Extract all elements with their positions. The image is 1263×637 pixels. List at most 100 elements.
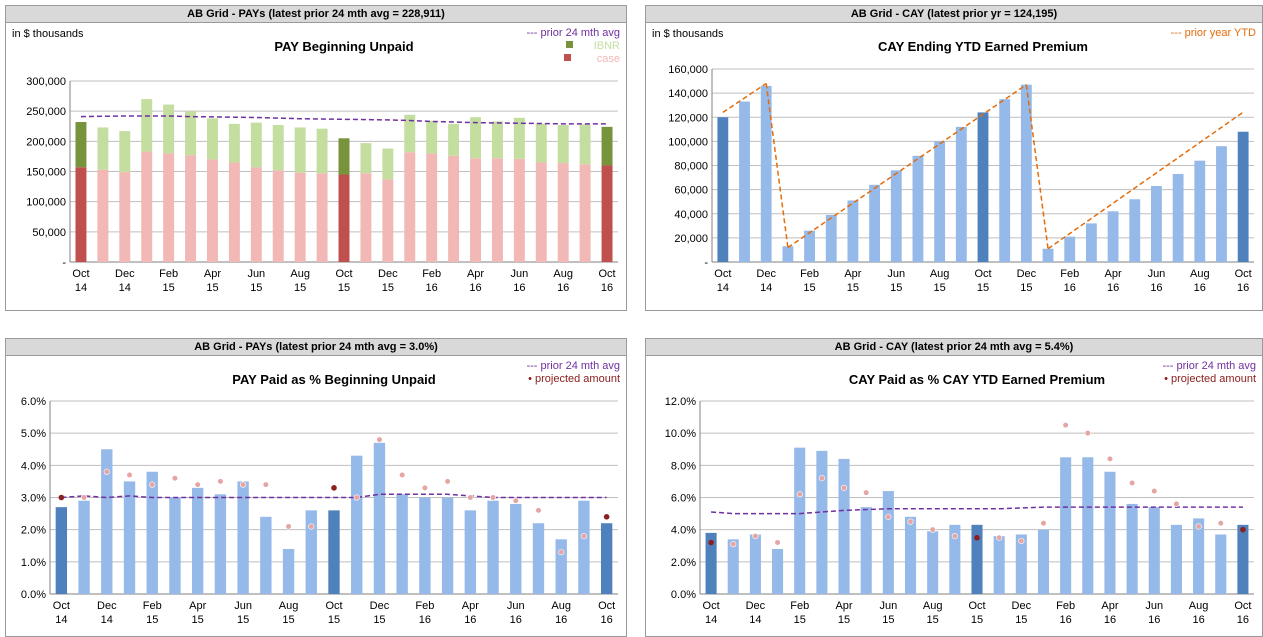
bar [373, 442, 386, 594]
legend-label: • projected amount [528, 373, 620, 385]
bar-ibnr [579, 124, 591, 165]
x-tick-label: 15 [192, 614, 204, 626]
bar-case [272, 170, 284, 262]
x-tick-label: 16 [1064, 282, 1076, 294]
projected-point [951, 533, 958, 540]
x-tick-label: 15 [163, 282, 175, 294]
y-tick-label: - [62, 257, 66, 269]
x-tick-label: Oct [53, 600, 70, 612]
bar-ibnr [228, 123, 240, 163]
x-tick-label: 15 [794, 614, 806, 626]
y-tick-label: 20,000 [674, 233, 708, 245]
bar-ibnr [163, 104, 175, 154]
bar [749, 534, 761, 594]
x-tick-label: Oct [703, 600, 720, 612]
x-tick-label: 15 [294, 282, 306, 294]
legend-label: --- prior 24 mth avg [526, 360, 620, 372]
x-tick-label: Dec [746, 600, 766, 612]
x-tick-label: 15 [890, 282, 902, 294]
x-tick-label: 15 [927, 614, 939, 626]
projected-point [603, 514, 610, 520]
bar [1060, 457, 1072, 594]
projected-point [580, 533, 588, 540]
projected-point [444, 478, 451, 485]
x-tick-label: Aug [290, 268, 310, 280]
x-tick-label: Oct [974, 268, 991, 280]
panel-header: AB Grid - PAYs (latest prior 24 mth avg … [6, 339, 626, 356]
bar [1237, 131, 1249, 262]
bar-case [250, 167, 262, 262]
bar [1015, 534, 1027, 594]
projected-point [262, 481, 269, 488]
y-tick-label: 10.0% [665, 428, 696, 440]
panel-header: AB Grid - CAY (latest prior 24 mth avg =… [646, 339, 1262, 356]
projected-point [217, 478, 224, 485]
bar [1126, 503, 1138, 594]
x-tick-label: Oct [598, 600, 615, 612]
bar-case [207, 159, 218, 262]
bar [971, 524, 983, 594]
bar-case [426, 153, 438, 262]
x-tick-label: 16 [1150, 282, 1162, 294]
x-tick-label: Feb [790, 600, 809, 612]
bar [927, 531, 939, 594]
bar [169, 497, 181, 594]
x-tick-label: Feb [159, 268, 178, 280]
bar [727, 539, 739, 594]
bar-case [185, 155, 197, 262]
chart-panel-cay-paid-pct: AB Grid - CAY (latest prior 24 mth avg =… [645, 338, 1263, 637]
bar [949, 524, 961, 594]
bar [869, 184, 881, 262]
x-tick-label: Feb [143, 600, 162, 612]
bar [1104, 471, 1116, 594]
chart-title: PAY Paid as % Beginning Unpaid [232, 372, 436, 387]
bar [705, 532, 717, 594]
y-tick-label: 12.0% [665, 396, 696, 408]
bar-ibnr [207, 118, 218, 160]
bar-ibnr [535, 123, 547, 163]
projected-point [353, 494, 360, 501]
bar [1037, 529, 1050, 594]
x-tick-label: Oct [714, 268, 731, 280]
x-tick-label: 16 [1194, 282, 1206, 294]
x-tick-label: Feb [1060, 268, 1079, 280]
bar-case [294, 172, 306, 262]
bar [1129, 199, 1141, 262]
bar-case [228, 162, 240, 262]
projected-point [331, 485, 337, 491]
bar-ibnr [141, 99, 153, 152]
avg-line [80, 115, 608, 125]
bar-case [338, 174, 350, 262]
x-tick-label: Feb [422, 268, 441, 280]
y-tick-label: 200,000 [26, 136, 66, 148]
bar-ibnr [272, 125, 284, 171]
x-tick-label: 16 [419, 614, 431, 626]
bar [882, 491, 894, 594]
bar-ibnr [185, 111, 197, 156]
bar [487, 500, 499, 594]
x-tick-label: Dec [1017, 268, 1037, 280]
chart-panel-pay-beginning-unpaid: AB Grid - PAYs (latest prior 24 mth avg … [5, 5, 627, 311]
x-tick-label: 15 [934, 282, 946, 294]
projected-point [535, 507, 542, 514]
chart-panel-pay-paid-pct: AB Grid - PAYs (latest prior 24 mth avg … [5, 338, 627, 637]
x-tick-label: Aug [1189, 600, 1209, 612]
legend-label: --- prior 24 mth avg [1162, 360, 1256, 372]
projected-point [58, 494, 65, 501]
y-tick-label: 6.0% [21, 396, 46, 408]
x-tick-label: 16 [1104, 614, 1116, 626]
x-tick-label: Dec [756, 268, 776, 280]
x-tick-label: Apr [467, 268, 484, 280]
projected-point [863, 489, 870, 496]
y-tick-label: 250,000 [26, 106, 66, 118]
projected-point [1240, 526, 1246, 533]
projected-point [774, 539, 781, 546]
y-tick-label: 40,000 [674, 209, 708, 221]
bar-case [382, 179, 394, 262]
bar [782, 246, 794, 262]
bar [977, 112, 989, 262]
x-tick-label: 15 [282, 614, 294, 626]
x-tick-label: Jun [234, 600, 252, 612]
chart-panel-cay-earned-premium: AB Grid - CAY (latest prior yr = 124,195… [645, 5, 1263, 311]
bar [464, 510, 476, 594]
